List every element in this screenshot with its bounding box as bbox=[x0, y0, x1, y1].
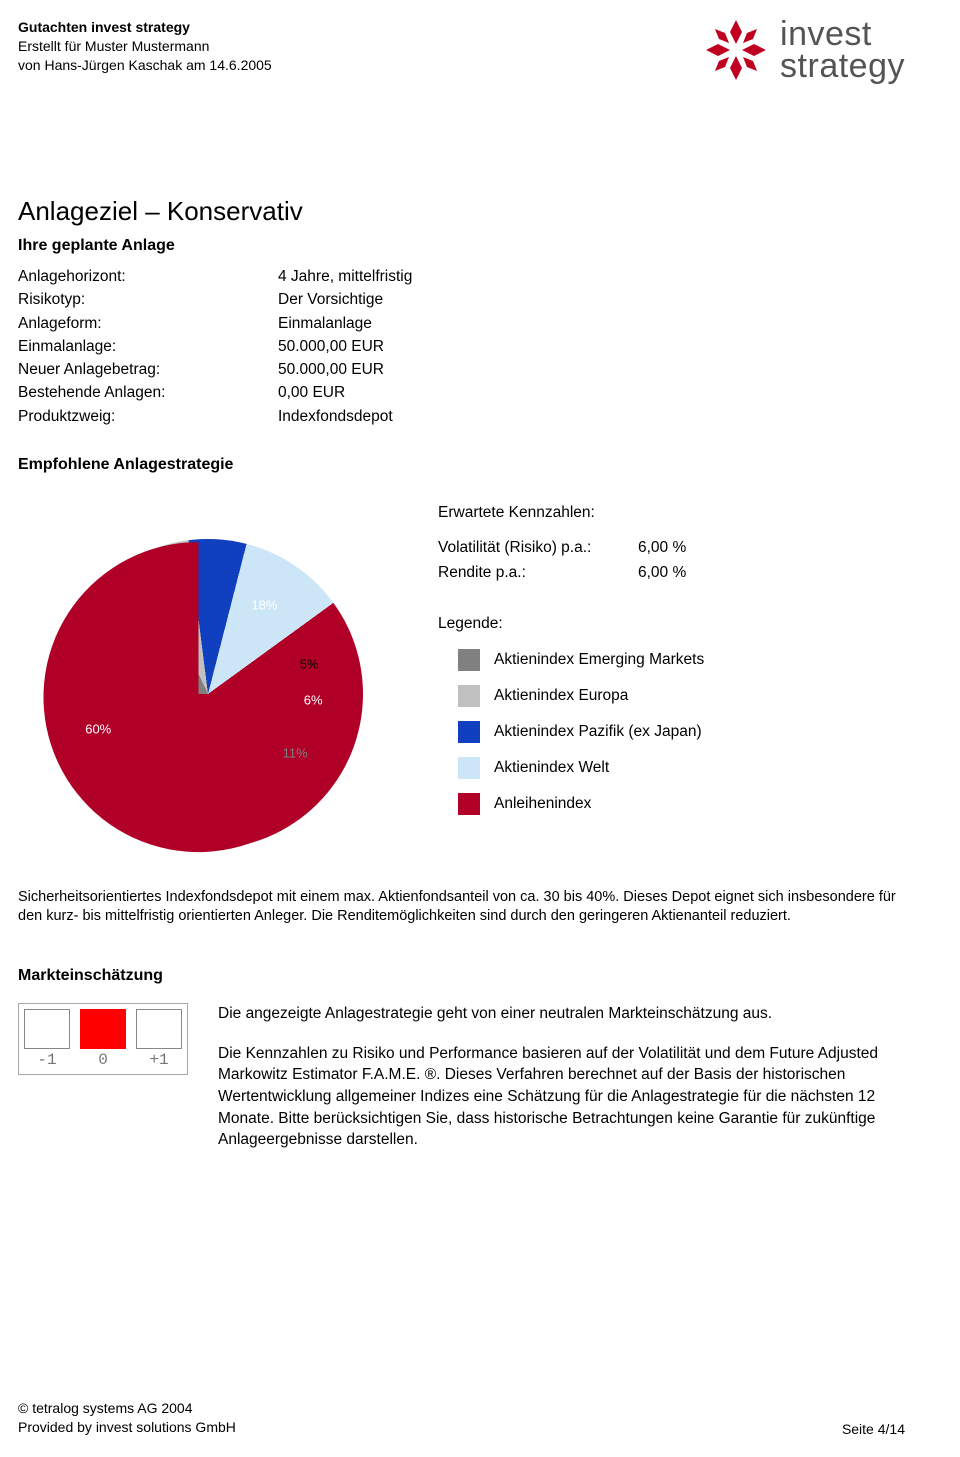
legend-label: Anleihenindex bbox=[494, 795, 591, 813]
doc-meta-line-2: von Hans-Jürgen Kaschak am 14.6.2005 bbox=[18, 56, 272, 75]
pie-chart-column: 18% 5% 6% 11% 60% bbox=[18, 504, 398, 884]
pie-exploded-slice bbox=[18, 504, 398, 884]
planned-investment-table: Anlagehorizont:4 Jahre, mittelfristigRis… bbox=[18, 265, 905, 428]
legend-item: Aktienindex Welt bbox=[458, 757, 905, 779]
kv-key: Neuer Anlagebetrag: bbox=[18, 358, 278, 381]
legend-swatch bbox=[458, 649, 480, 671]
legend-label: Aktienindex Welt bbox=[494, 759, 609, 777]
pie-slice-label: 11% bbox=[283, 745, 308, 760]
kv-value: Indexfondsdepot bbox=[278, 405, 905, 428]
metrics-column: Erwartete Kennzahlen: Volatilität (Risik… bbox=[438, 504, 905, 884]
metric-key: Rendite p.a.: bbox=[438, 561, 638, 586]
footer-copyright: © tetralog systems AG 2004 bbox=[18, 1399, 236, 1418]
indicator-label: 0 bbox=[98, 1051, 108, 1069]
document-header: Gutachten invest strategy Erstellt für M… bbox=[18, 18, 905, 86]
indicator-box bbox=[80, 1009, 126, 1049]
legend-label: Aktienindex Europa bbox=[494, 687, 628, 705]
legend-item: Anleihenindex bbox=[458, 793, 905, 815]
section-planned-heading: Ihre geplante Anlage bbox=[18, 237, 905, 255]
footer-provider: Provided by invest solutions GmbH bbox=[18, 1418, 236, 1437]
logo-text: invest strategy bbox=[780, 18, 905, 83]
kv-key: Risikotyp: bbox=[18, 288, 278, 311]
pie-slice-label: 60% bbox=[85, 722, 111, 737]
kv-key: Anlageform: bbox=[18, 312, 278, 335]
legend-item: Aktienindex Europa bbox=[458, 685, 905, 707]
market-para-1: Die angezeigte Anlagestrategie geht von … bbox=[218, 1003, 905, 1025]
logo-text-line-1: invest bbox=[780, 18, 905, 50]
section-strategy-heading: Empfohlene Anlagestrategie bbox=[18, 456, 905, 474]
kv-value: 50.000,00 EUR bbox=[278, 335, 905, 358]
doc-meta-line-1: Erstellt für Muster Mustermann bbox=[18, 37, 272, 56]
market-text: Die angezeigte Anlagestrategie geht von … bbox=[218, 1003, 905, 1169]
metrics-heading: Erwartete Kennzahlen: bbox=[438, 504, 905, 522]
legend-item: Aktienindex Emerging Markets bbox=[458, 649, 905, 671]
market-para-2: Die Kennzahlen zu Risiko und Performance… bbox=[218, 1043, 905, 1151]
footer-page-number: Seite 4/14 bbox=[842, 1421, 905, 1437]
kv-value: Der Vorsichtige bbox=[278, 288, 905, 311]
kv-value: 50.000,00 EUR bbox=[278, 358, 905, 381]
doc-title: Gutachten invest strategy bbox=[18, 18, 272, 37]
legend-title: Legende: bbox=[438, 615, 905, 633]
page-heading: Anlageziel – Konservativ bbox=[18, 196, 905, 227]
legend-swatch bbox=[458, 793, 480, 815]
legend-item: Aktienindex Pazifik (ex Japan) bbox=[458, 721, 905, 743]
legend-swatch bbox=[458, 685, 480, 707]
indicator-box bbox=[136, 1009, 182, 1049]
metric-value: 6,00 % bbox=[638, 561, 905, 586]
pie-chart: 18% 5% 6% 11% 60% bbox=[18, 504, 398, 884]
strategy-row: 18% 5% 6% 11% 60% Erwartete Kennzahlen: Vola… bbox=[18, 504, 905, 884]
kv-value: 4 Jahre, mittelfristig bbox=[278, 265, 905, 288]
legend-swatch bbox=[458, 721, 480, 743]
header-meta: Gutachten invest strategy Erstellt für M… bbox=[18, 18, 272, 75]
kv-key: Produktzweig: bbox=[18, 405, 278, 428]
pie-slice-label: 5% bbox=[300, 657, 319, 672]
indicator-label: -1 bbox=[37, 1051, 56, 1069]
kv-key: Einmalanlage: bbox=[18, 335, 278, 358]
market-row: -1 0 +1 Die angezeigte Anlagestrategie geh… bbox=[18, 1003, 905, 1169]
metric-key: Volatilität (Risiko) p.a.: bbox=[438, 536, 638, 561]
indicator-label: +1 bbox=[149, 1051, 168, 1069]
footer-left: © tetralog systems AG 2004 Provided by i… bbox=[18, 1399, 236, 1437]
metric-value: 6,00 % bbox=[638, 536, 905, 561]
kv-key: Bestehende Anlagen: bbox=[18, 381, 278, 404]
market-indicator: -1 0 +1 bbox=[18, 1003, 188, 1075]
legend-swatch bbox=[458, 757, 480, 779]
logo-text-line-2: strategy bbox=[780, 50, 905, 82]
kv-value: Einmalanlage bbox=[278, 312, 905, 335]
pie-slice-label: 6% bbox=[304, 693, 323, 708]
indicator-cell: 0 bbox=[75, 1004, 131, 1074]
pie-slice-label: 18% bbox=[251, 597, 277, 612]
indicator-box bbox=[24, 1009, 70, 1049]
legend-label: Aktienindex Pazifik (ex Japan) bbox=[494, 723, 702, 741]
page-footer: © tetralog systems AG 2004 Provided by i… bbox=[18, 1399, 905, 1437]
strategy-description: Sicherheitsorientiertes Indexfondsdepot … bbox=[18, 888, 905, 927]
indicator-cell: +1 bbox=[131, 1004, 187, 1074]
kv-value: 0,00 EUR bbox=[278, 381, 905, 404]
section-market-heading: Markteinschätzung bbox=[18, 967, 905, 985]
indicator-cell: -1 bbox=[19, 1004, 75, 1074]
logo-icon bbox=[700, 14, 772, 86]
legend-label: Aktienindex Emerging Markets bbox=[494, 651, 704, 669]
metrics-table: Volatilität (Risiko) p.a.:6,00 %Rendite … bbox=[438, 536, 905, 586]
brand-logo: invest strategy bbox=[700, 14, 905, 86]
kv-key: Anlagehorizont: bbox=[18, 265, 278, 288]
legend-list: Aktienindex Emerging Markets Aktienindex … bbox=[438, 649, 905, 815]
